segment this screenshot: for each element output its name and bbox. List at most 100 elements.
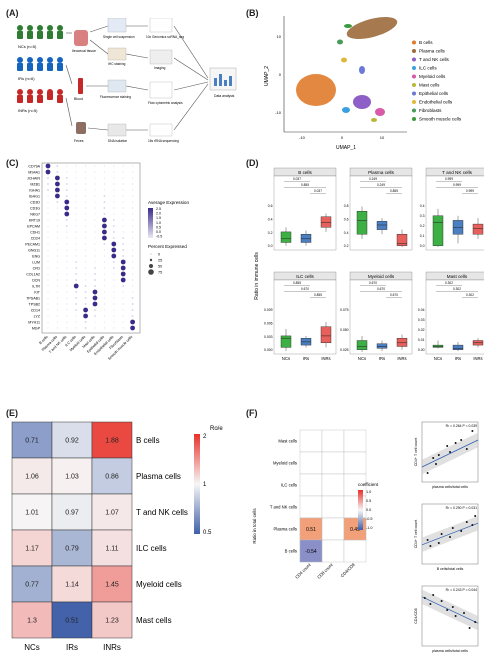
- dotplot-dot: [103, 285, 105, 287]
- dotplot-dot: [64, 211, 70, 217]
- heatmap-cell: [11, 601, 53, 639]
- box: [320, 216, 332, 228]
- dotplot-dot: [66, 273, 68, 275]
- gene-label: ENG: [32, 254, 40, 258]
- group-irs-icons: [17, 57, 63, 71]
- dotplot-dot: [112, 219, 115, 221]
- dotplot-frame: [41, 162, 141, 334]
- scatter-point: [426, 539, 429, 541]
- dotplot-dot: [111, 247, 117, 253]
- heatmap-value: 1.45: [105, 582, 119, 589]
- step-5: Fluorescence staining: [100, 95, 131, 99]
- legend-label: Plasma cells: [419, 49, 445, 54]
- panel-e-heatmap: 0.71 0.92 1.88 B cells 1.06 1.03 0.86 Plasma ce…: [11, 421, 223, 652]
- dotplot-dot: [56, 297, 58, 299]
- dotplot-dot: [113, 213, 115, 215]
- dotplot-dot: [122, 207, 124, 209]
- roe-legend-title: Ro/e: [210, 426, 223, 432]
- dotplot-dot: [66, 279, 68, 281]
- dotplot-dot: [75, 309, 78, 311]
- heatmap-row-label: T and NK cells: [136, 508, 188, 517]
- corr-cell: [299, 429, 323, 453]
- dotplot-dot: [132, 285, 134, 287]
- dotplot-dot: [64, 199, 70, 205]
- heatmap-cell: [11, 565, 53, 603]
- dotplot-dot: [85, 279, 87, 281]
- panel-c-dotplot: CD79A MS4A1 JCHAIN MZB1 IGHA1 IGHG1 CD3D CD3G NK…: [25, 162, 189, 361]
- cluster-endothelial: [341, 57, 347, 63]
- scatter-point: [429, 603, 432, 605]
- step-9: Data analysis: [214, 94, 235, 98]
- dotplot-dot: [56, 213, 58, 215]
- dotplot-dot: [85, 207, 87, 209]
- dotplot-dot: [75, 303, 78, 305]
- cluster-t-nk: [353, 95, 371, 109]
- dotplot-dot: [102, 229, 107, 235]
- dotplot-dot: [75, 201, 77, 203]
- dotplot-dot: [56, 273, 58, 275]
- dotplot-dot: [66, 237, 68, 239]
- corr-cell: [321, 473, 345, 497]
- dotplot-dot: [132, 195, 134, 197]
- heatmap-col-label: INRs: [103, 643, 121, 652]
- dotplot-dot: [47, 261, 49, 263]
- scatter-point: [468, 627, 471, 629]
- corr-col-label: CD4 count: [294, 562, 312, 580]
- dotplot-dot: [103, 243, 106, 245]
- scatter-point: [474, 621, 477, 623]
- expr-tick: 0.0: [156, 230, 161, 234]
- box: [280, 231, 292, 243]
- expr-tick: 2.5: [156, 207, 161, 211]
- cluster-b-cells: [296, 74, 336, 106]
- panel-d-boxplots: Ratio in immune cells B cells 0.6 0.4 0.2 0.…: [254, 167, 484, 361]
- dotplot-dot: [84, 285, 87, 287]
- corr-value: 0.49: [350, 527, 360, 533]
- coef-tick-2: 0.0: [366, 508, 371, 512]
- group-label: NCs: [434, 356, 442, 361]
- heatmap-row-label: B cells: [136, 436, 160, 445]
- dotplot-dot: [47, 315, 49, 317]
- corr-cell: [321, 451, 345, 475]
- scatter-point: [440, 533, 443, 535]
- dotplot-dot: [103, 207, 106, 209]
- dotplot-dot: [55, 193, 60, 199]
- dotplot-dot: [47, 255, 49, 257]
- umap-xlabel: UMAP_1: [336, 145, 356, 151]
- heatmap-row-label: Myeloid cells: [136, 580, 182, 589]
- corr-row-label: Mast cells: [278, 439, 297, 444]
- scatter-point: [460, 530, 463, 532]
- pct-tick: 50: [158, 264, 162, 268]
- gene-label: CD3D: [30, 200, 40, 204]
- scatter-point: [432, 594, 435, 596]
- dotplot-dot: [47, 273, 49, 275]
- group-label: INRs: [397, 356, 406, 361]
- dotplot-dot: [66, 315, 68, 317]
- umap-ytick-0: -10: [275, 110, 282, 115]
- dotplot-dot: [66, 249, 68, 251]
- dotplot-dot: [103, 189, 105, 191]
- dotplot-dot: [56, 225, 58, 227]
- dotplot-dot: [75, 219, 77, 221]
- gene-label: KIT: [34, 290, 40, 294]
- dotplot-dot: [47, 201, 49, 203]
- dotplot-dot: [122, 201, 124, 203]
- group-inrs-label: INRs (n=5): [18, 108, 38, 113]
- dotplot-dot: [132, 231, 134, 233]
- dotplot-dot: [66, 327, 68, 329]
- dotplot-dot: [122, 237, 125, 239]
- group-label: IRs: [379, 356, 385, 361]
- dotplot-dot: [103, 273, 105, 275]
- scatter-point: [460, 439, 463, 441]
- group-ncs-icons: [17, 25, 63, 39]
- y-tick: 0.04: [418, 308, 425, 312]
- dotplot-dot: [56, 207, 58, 209]
- dotplot-dot: [75, 243, 77, 245]
- dotplot-dot: [75, 225, 77, 227]
- legend-label: Mast cells: [419, 83, 440, 88]
- cluster-epithelial: [359, 66, 365, 74]
- group-inrs-icons: [17, 89, 63, 103]
- heatmap-cell: [91, 529, 133, 567]
- step-6: Flow cytometric analysis: [148, 101, 183, 105]
- heatmap-cell: [51, 493, 93, 531]
